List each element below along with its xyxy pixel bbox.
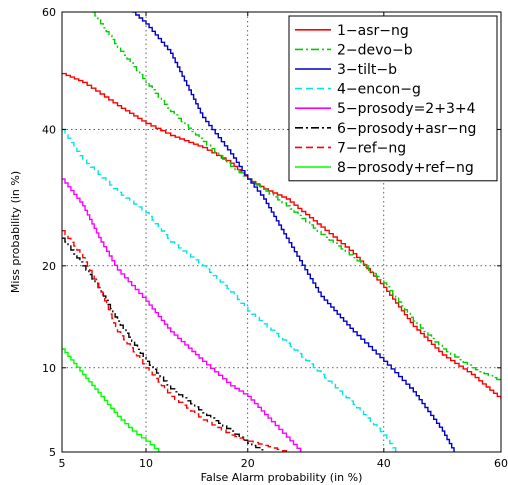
legend-label-6: 6−prosody+asr−ng: [337, 121, 476, 137]
series-line-7: [62, 230, 288, 452]
series-line-1: [62, 72, 501, 400]
y-tick-label: 10: [42, 362, 56, 375]
y-axis-label: Miss probability (in %): [9, 171, 22, 293]
series-line-6: [62, 237, 265, 452]
x-tick-label: 10: [139, 457, 153, 470]
series-line-2: [92, 12, 501, 382]
x-tick-label: 40: [377, 457, 391, 470]
legend-label-2: 2−devo−b: [337, 42, 413, 58]
x-tick-label: 5: [59, 457, 66, 470]
x-tick-label: 60: [494, 457, 508, 470]
y-tick-label: 60: [42, 6, 56, 19]
legend-label-5: 5−prosody=2+3+4: [337, 101, 476, 117]
series-line-3: [132, 12, 455, 452]
legend-label-3: 3−tilt−b: [337, 62, 397, 78]
legend-label-4: 4−encon−g: [337, 82, 421, 98]
series-line-4: [62, 128, 397, 452]
legend-label-7: 7−ref−ng: [337, 140, 406, 156]
plot-area: [62, 12, 501, 452]
plot-frame: [61, 11, 502, 453]
x-tick-label: 20: [241, 457, 255, 470]
y-tick-label: 20: [42, 260, 56, 273]
legend-box: [288, 15, 498, 182]
series-line-5: [62, 178, 302, 452]
x-axis-label: False Alarm probability (in %): [201, 471, 363, 484]
tick-labels: 5 10 20 40 60 5 10 20 40 60: [42, 6, 508, 470]
legend-label-8: 8−prosody+ref−ng: [337, 160, 474, 176]
y-tick-label: 40: [42, 123, 56, 136]
series-line-8: [62, 348, 160, 452]
legend: 1−asr−ng 2−devo−b 3−tilt−b 4−encon−g 5−proso…: [288, 15, 498, 182]
y-tick-label: 5: [49, 446, 56, 459]
legend-label-1: 1−asr−ng: [337, 23, 409, 39]
